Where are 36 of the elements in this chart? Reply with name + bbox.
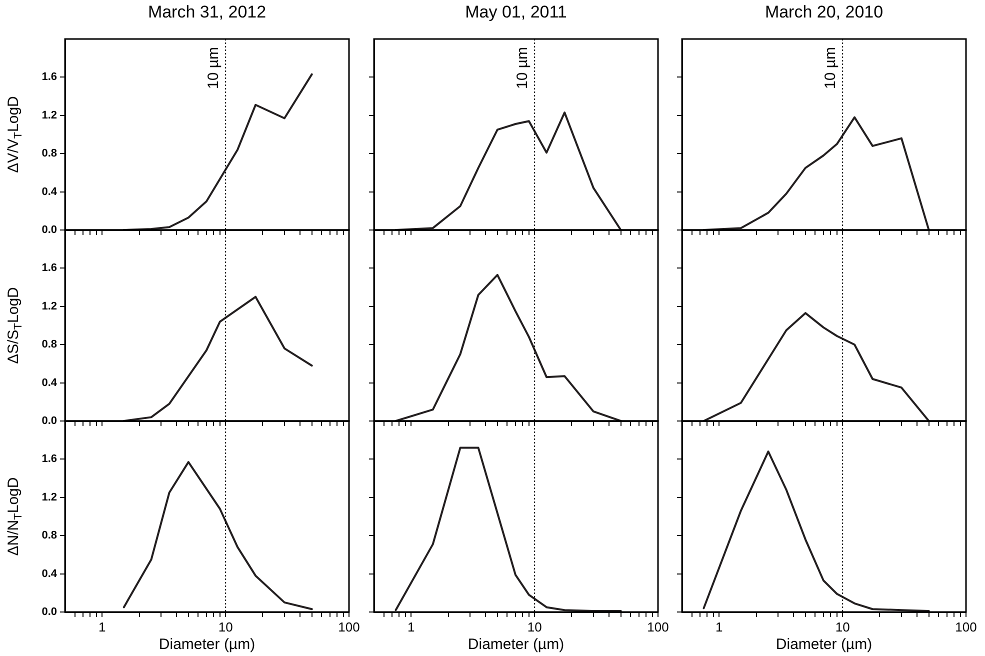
y-tick-label: 0.8 [42, 338, 57, 351]
chart-title: March 31, 2012 [148, 2, 266, 22]
y-tick-label: 1.6 [42, 453, 57, 466]
y-tick-label: 1.2 [42, 109, 57, 122]
y-tick-label: 1.2 [42, 491, 57, 504]
ref-line-label: 10 µm [514, 47, 532, 89]
y-tick-label: 0.0 [42, 224, 57, 236]
y-tick-label: 0.0 [42, 415, 57, 428]
x-tick-label: 1 [408, 619, 415, 634]
y-tick-label: 0.4 [42, 186, 58, 198]
x-axis-title: Diameter (µm) [776, 636, 872, 654]
x-tick-label: 100 [955, 619, 977, 634]
y-axis-title: ΔV/VTLogD [5, 96, 25, 173]
y-tick-label: 0.4 [42, 568, 58, 580]
x-tick-label: 10 [527, 619, 542, 634]
y-tick-label: 0.4 [42, 376, 58, 389]
ref-line-label: 10 µm [205, 47, 222, 89]
x-tick-label: 100 [647, 619, 669, 634]
x-axis-title: Diameter (µm) [158, 636, 256, 654]
x-tick-label: 100 [338, 619, 360, 634]
y-axis-title: ΔN/NTLogD [5, 477, 25, 556]
ref-line-label: 10 µm [822, 47, 840, 89]
y-tick-label: 0.0 [42, 606, 57, 618]
x-tick-label: 10 [218, 619, 233, 634]
x-axis-title: Diameter (µm) [468, 636, 564, 654]
x-tick-label: 1 [98, 619, 106, 634]
x-tick-label: 1 [716, 619, 723, 634]
y-tick-label: 1.6 [42, 71, 57, 84]
y-tick-label: 0.8 [42, 148, 57, 160]
y-tick-label: 1.6 [42, 262, 57, 274]
y-tick-label: 1.2 [42, 300, 57, 312]
chart-title: May 01, 2011 [465, 2, 567, 22]
y-tick-label: 0.8 [42, 530, 57, 542]
y-axis-title: ΔS/STLogD [5, 286, 25, 364]
chart-title: March 20, 2010 [764, 2, 884, 22]
x-tick-label: 10 [835, 619, 850, 634]
